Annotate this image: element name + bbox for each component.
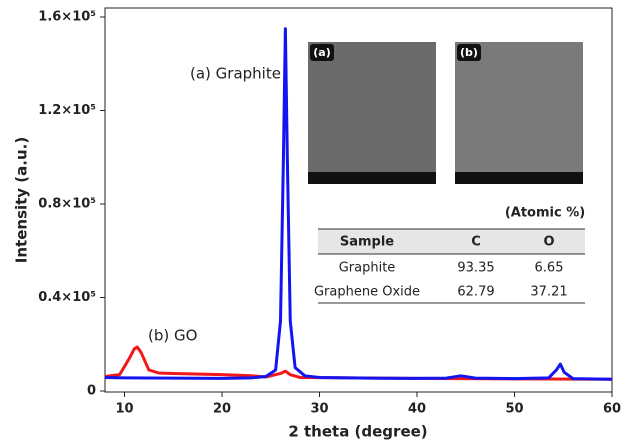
sem-image (308, 42, 436, 184)
y-tick-label: 0 (87, 384, 96, 399)
annotation: (a) Graphite (190, 65, 281, 83)
table-cell: 6.65 (535, 261, 564, 276)
table-header: C (471, 235, 481, 250)
sem-info-bar (455, 172, 583, 184)
annotation: (b) GO (148, 327, 197, 345)
x-tick-label: 60 (603, 402, 621, 417)
x-tick-label: 50 (505, 402, 523, 417)
sem-info-bar (308, 172, 436, 184)
table-cell: Graphite (339, 261, 396, 276)
x-axis-label: 2 theta (degree) (288, 423, 427, 441)
line-series (105, 347, 612, 379)
table-caption: (Atomic %) (505, 206, 585, 221)
table-header: O (543, 235, 554, 250)
y-tick-label: 1.6×10⁵ (38, 10, 96, 25)
x-tick-label: 30 (310, 402, 328, 417)
table-cell: 37.21 (530, 285, 567, 300)
sem-image (455, 42, 583, 184)
x-tick-label: 20 (213, 402, 231, 417)
table-cell: Graphene Oxide (314, 285, 420, 300)
y-axis-label: Intensity (a.u.) (13, 137, 31, 263)
table-cell: 93.35 (457, 261, 494, 276)
chart: 2 theta (degree) Intensity (a.u.) (a) Gr… (0, 0, 628, 444)
table-header: Sample (340, 235, 394, 250)
x-tick-label: 10 (115, 402, 133, 417)
image-label: (b) (460, 46, 478, 59)
image-label: (a) (313, 46, 330, 59)
y-tick-label: 0.8×10⁵ (38, 197, 96, 212)
x-tick-label: 40 (408, 402, 426, 417)
table-cell: 62.79 (457, 285, 494, 300)
y-tick-label: 0.4×10⁵ (38, 290, 96, 305)
y-tick-label: 1.2×10⁵ (38, 103, 96, 118)
